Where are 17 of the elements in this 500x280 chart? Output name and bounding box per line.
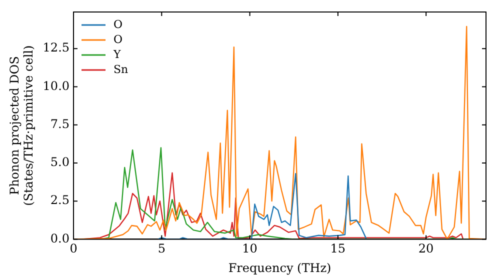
x-tick-label: 5 [158, 242, 166, 256]
x-tick-label: 10 [242, 242, 258, 256]
x-tick-label: 20 [418, 242, 434, 256]
legend-label: Sn [114, 62, 128, 76]
legend-label: Y [112, 48, 122, 61]
x-tick-label: 15 [330, 242, 346, 256]
y-axis-title: Phonon projected DOS (States/THz·primitive cell) [7, 45, 36, 206]
x-tick-label: 0 [70, 242, 78, 256]
legend-label: O [114, 18, 123, 31]
y-tick-label: 12.5 [42, 40, 70, 55]
y-tick-label: 0.0 [50, 231, 70, 246]
y-tick-label: 7.5 [50, 116, 70, 131]
y-tick-label: 2.5 [50, 193, 70, 208]
x-axis-title: Frequency (THz) [228, 260, 332, 275]
y-tick-label: 10.0 [42, 78, 70, 93]
y-tick-label: 5.0 [50, 155, 70, 170]
legend-label: O [114, 32, 123, 46]
